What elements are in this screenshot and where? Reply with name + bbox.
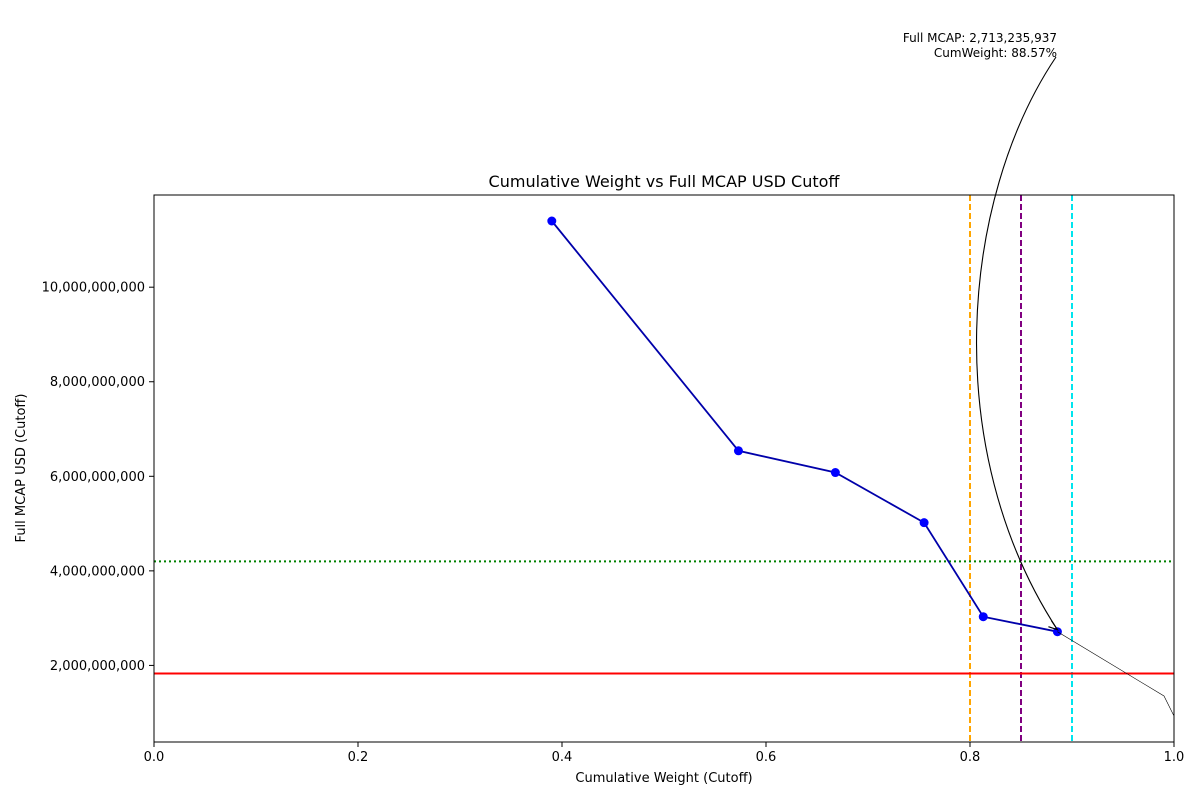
reference-lines <box>154 195 1174 742</box>
x-tick-label: 0.8 <box>960 750 981 765</box>
x-tick-label: 0.6 <box>756 750 777 765</box>
y-tick-label: 8,000,000,000 <box>50 375 145 390</box>
data-point <box>733 446 743 456</box>
x-tick-label: 0.0 <box>144 750 165 765</box>
x-tick-label: 1.0 <box>1164 750 1185 765</box>
y-axis-ticks: 2,000,000,000 4,000,000,000 6,000,000,000 8… <box>42 281 154 674</box>
x-tick-label: 0.4 <box>552 750 573 765</box>
x-axis-ticks: 0.0 0.2 0.4 0.6 0.8 1.0 <box>144 742 1185 765</box>
y-axis-label: Full MCAP USD (Cutoff) <box>14 394 29 543</box>
chart-title: Cumulative Weight vs Full MCAP USD Cutof… <box>489 172 841 191</box>
data-series <box>547 216 1062 637</box>
data-point <box>919 518 929 528</box>
x-axis-label: Cumulative Weight (Cutoff) <box>575 771 752 786</box>
y-tick-label: 6,000,000,000 <box>50 470 145 485</box>
annotation: Full MCAP: 2,713,235,937 CumWeight: 88.5… <box>903 31 1175 717</box>
annotation-connector <box>1057 631 1175 717</box>
y-tick-label: 4,000,000,000 <box>50 564 145 579</box>
data-point <box>547 216 557 226</box>
x-tick-label: 0.2 <box>348 750 369 765</box>
y-tick-label: 2,000,000,000 <box>50 659 145 674</box>
y-tick-label: 10,000,000,000 <box>42 281 145 296</box>
plot-frame <box>153 194 1175 743</box>
series-line-0 <box>551 220 1058 633</box>
data-point <box>978 612 988 622</box>
data-point <box>830 468 840 478</box>
annotation-arrow <box>976 56 1058 630</box>
annotation-arrowhead <box>1048 620 1059 631</box>
annotation-line-1: Full MCAP: 2,713,235,937 <box>903 31 1057 45</box>
annotation-line-2: CumWeight: 88.57% <box>934 46 1057 60</box>
